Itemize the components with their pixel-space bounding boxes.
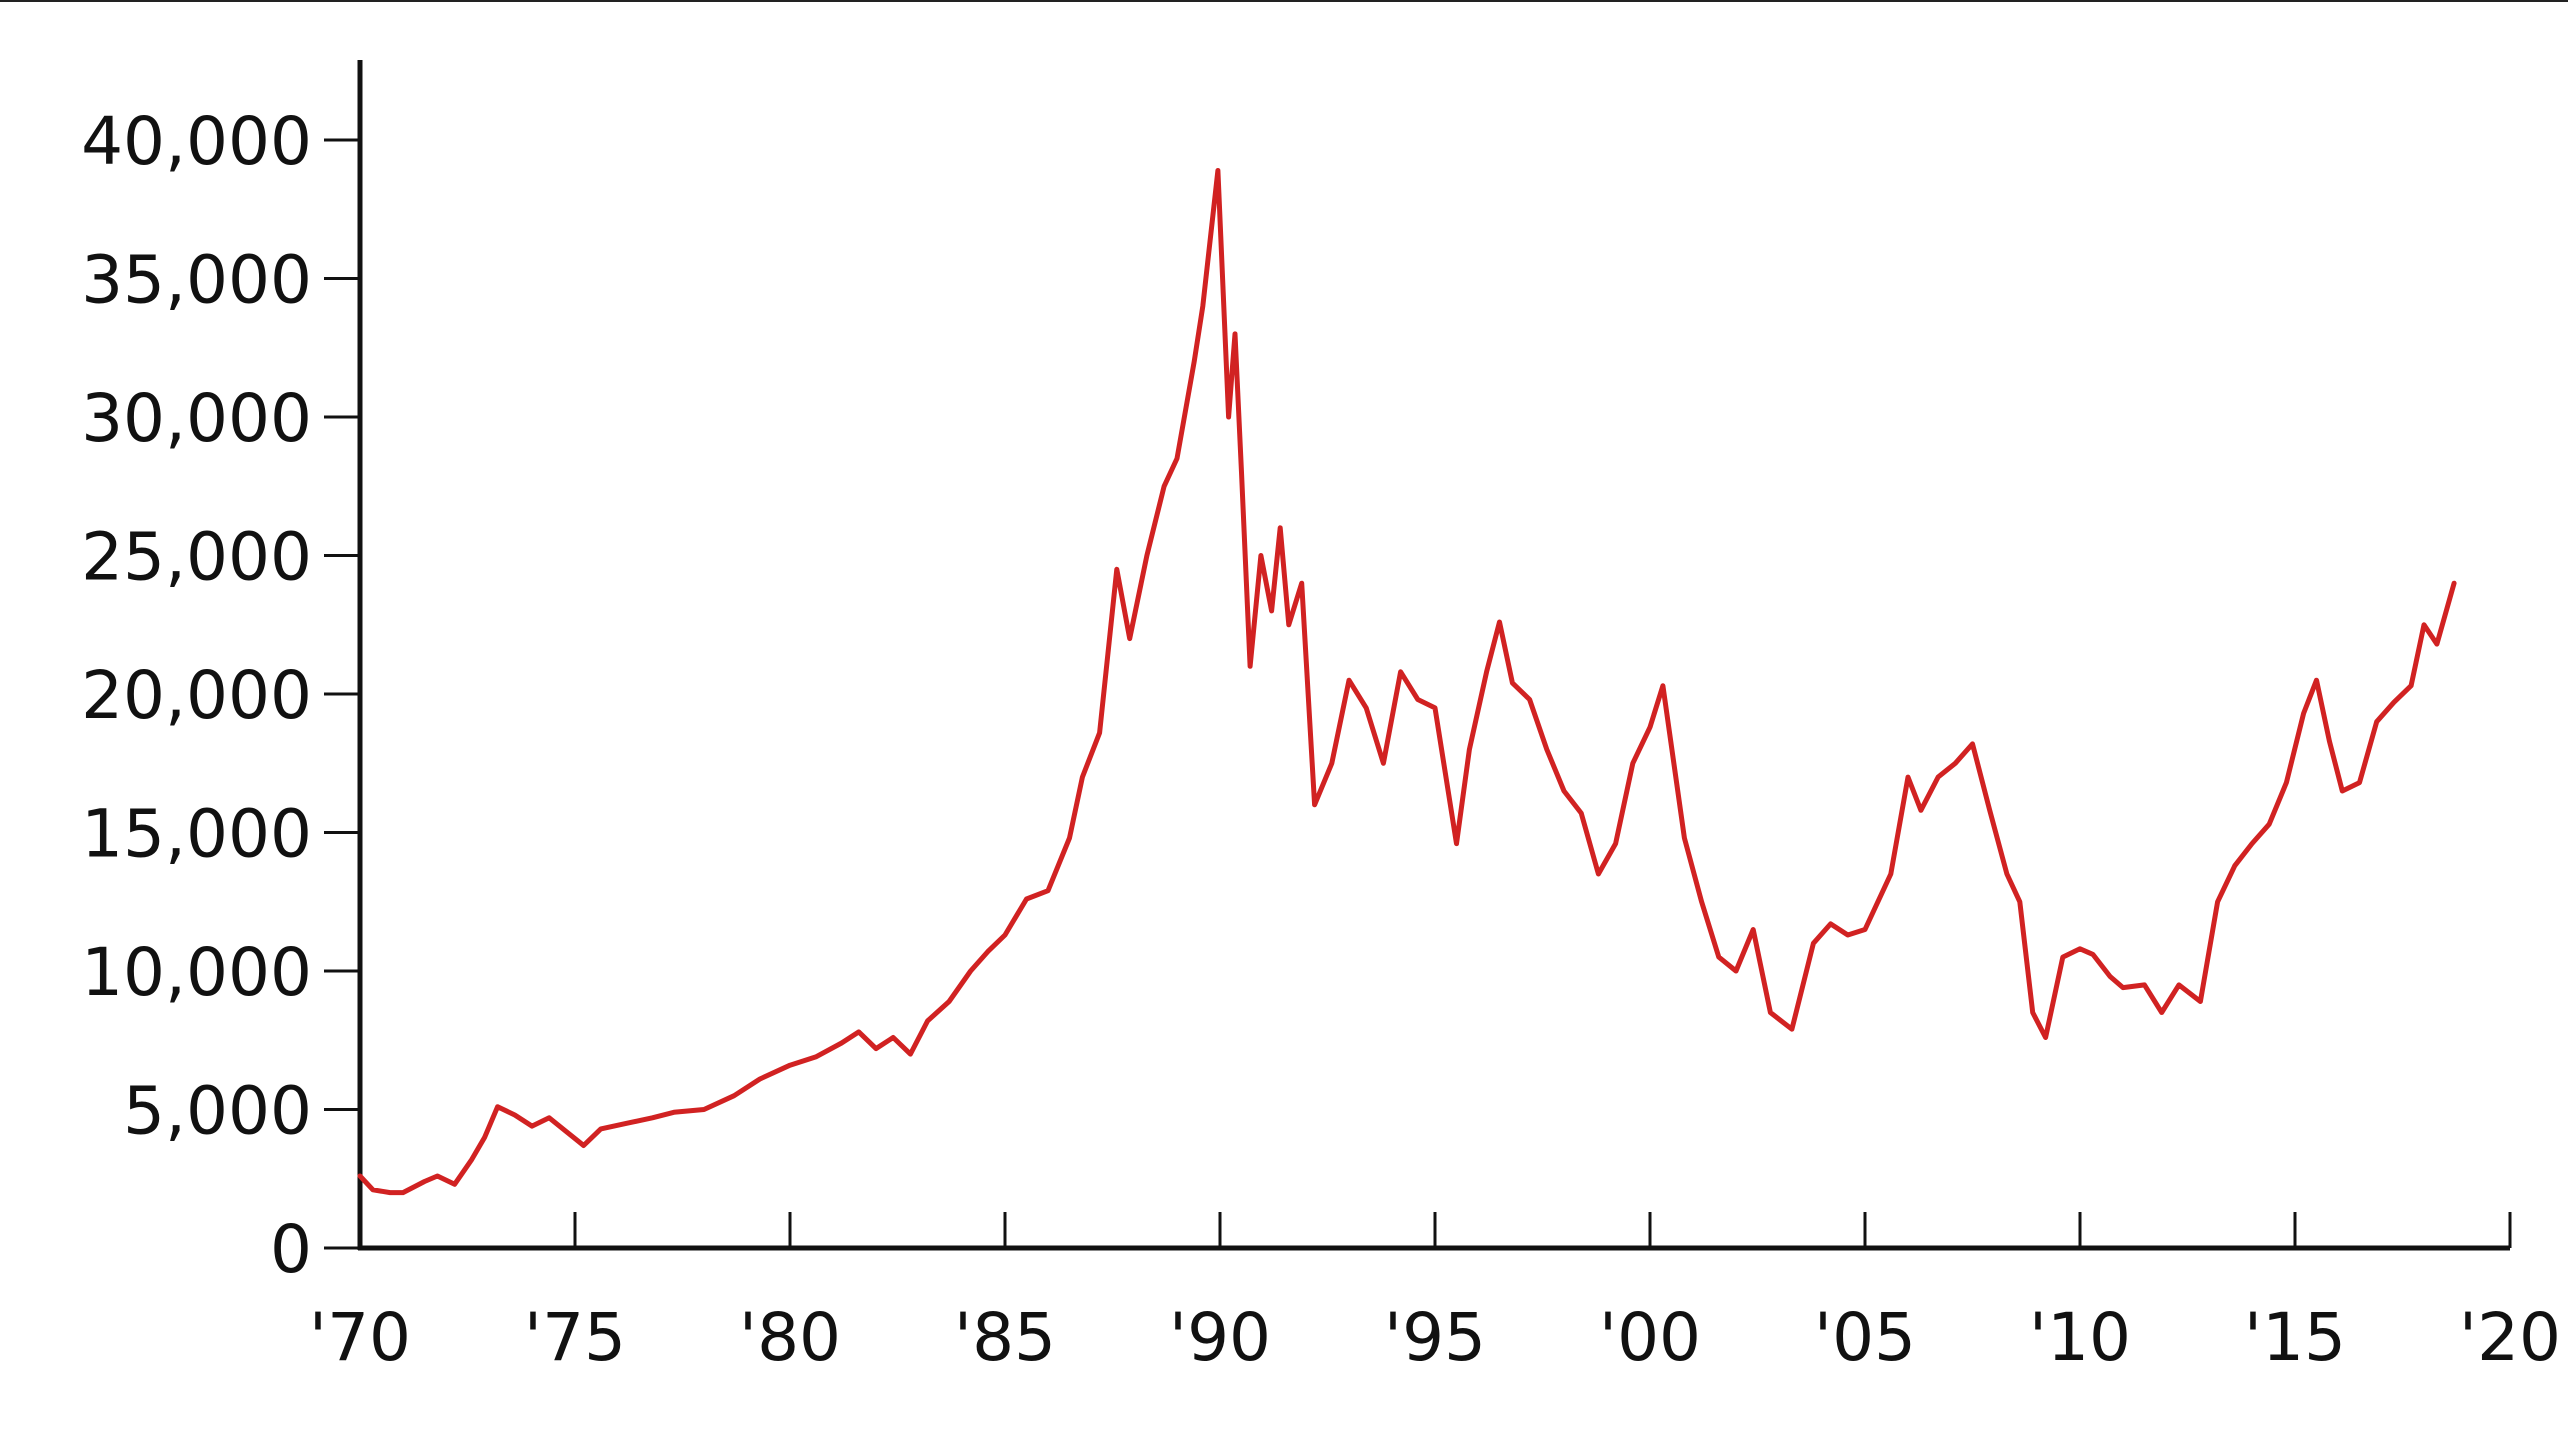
x-tick-label: '00 (1599, 1299, 1701, 1376)
y-tick-label: 10,000 (81, 934, 312, 1011)
y-tick-label: 25,000 (81, 519, 312, 596)
y-axis-ticks: 0 5,000 10,000 15,000 20,000 25,000 30,000 35,0… (81, 103, 360, 1288)
y-tick-label: 30,000 (81, 380, 312, 457)
x-tick-label: '85 (954, 1299, 1056, 1376)
x-tick-label: '10 (2029, 1299, 2131, 1376)
y-tick-label: 5,000 (123, 1073, 312, 1150)
x-tick-label: '15 (2244, 1299, 2346, 1376)
x-tick-label: '75 (524, 1299, 626, 1376)
x-tick-label: '70 (309, 1299, 411, 1376)
top-border-line (0, 0, 2568, 2)
x-axis-ticks: '70 '75 '80 '85 '90 '95 '00 '05 '10 '15 '20 (309, 1212, 2561, 1376)
x-tick-label: '90 (1169, 1299, 1271, 1376)
y-tick-label: 35,000 (81, 242, 312, 319)
series-layer (357, 168, 2457, 1196)
y-tick-label: 15,000 (81, 796, 312, 873)
x-tick-label: '80 (739, 1299, 841, 1376)
x-tick-label: '95 (1384, 1299, 1486, 1376)
y-tick-label: 0 (270, 1211, 312, 1288)
x-tick-label: '05 (1814, 1299, 1916, 1376)
x-tick-label: '20 (2459, 1299, 2561, 1376)
axes (357, 60, 2510, 1251)
series-line (357, 168, 2457, 1196)
y-tick-label: 20,000 (81, 657, 312, 734)
y-tick-label: 40,000 (81, 103, 312, 180)
